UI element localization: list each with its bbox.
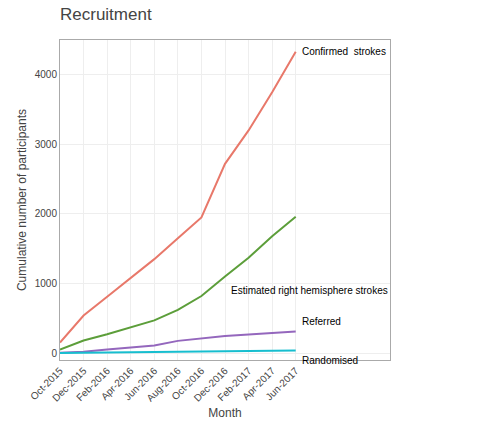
svg-text:Randomised: Randomised	[302, 355, 358, 366]
svg-text:Feb-2017: Feb-2017	[215, 365, 253, 403]
svg-text:Oct-2016: Oct-2016	[170, 365, 207, 402]
svg-text:0: 0	[51, 348, 57, 359]
svg-text:Apr-2016: Apr-2016	[99, 365, 136, 402]
svg-text:Aug-2016: Aug-2016	[144, 365, 183, 404]
svg-text:Apr-2017: Apr-2017	[240, 365, 277, 402]
svg-text:Oct-2015: Oct-2015	[28, 365, 65, 402]
svg-text:Estimated right hemisphere str: Estimated right hemisphere strokes	[231, 285, 388, 296]
svg-text:Jun-2016: Jun-2016	[122, 365, 160, 403]
svg-text:Dec-2016: Dec-2016	[192, 365, 231, 404]
svg-text:Dec-2015: Dec-2015	[50, 365, 89, 404]
svg-text:2000: 2000	[35, 208, 58, 219]
svg-text:4000: 4000	[35, 69, 58, 80]
svg-text:Confirmed strokes: Confirmed strokes	[302, 46, 386, 57]
svg-text:Month: Month	[208, 406, 241, 420]
svg-text:Recruitment: Recruitment	[60, 5, 152, 24]
svg-text:1000: 1000	[35, 278, 58, 289]
svg-text:Cumulative number of participa: Cumulative number of participants	[15, 109, 29, 291]
svg-text:Jun-2017: Jun-2017	[263, 365, 301, 403]
svg-text:Feb-2016: Feb-2016	[74, 365, 112, 403]
svg-text:Referred: Referred	[302, 316, 341, 327]
svg-text:3000: 3000	[35, 139, 58, 150]
